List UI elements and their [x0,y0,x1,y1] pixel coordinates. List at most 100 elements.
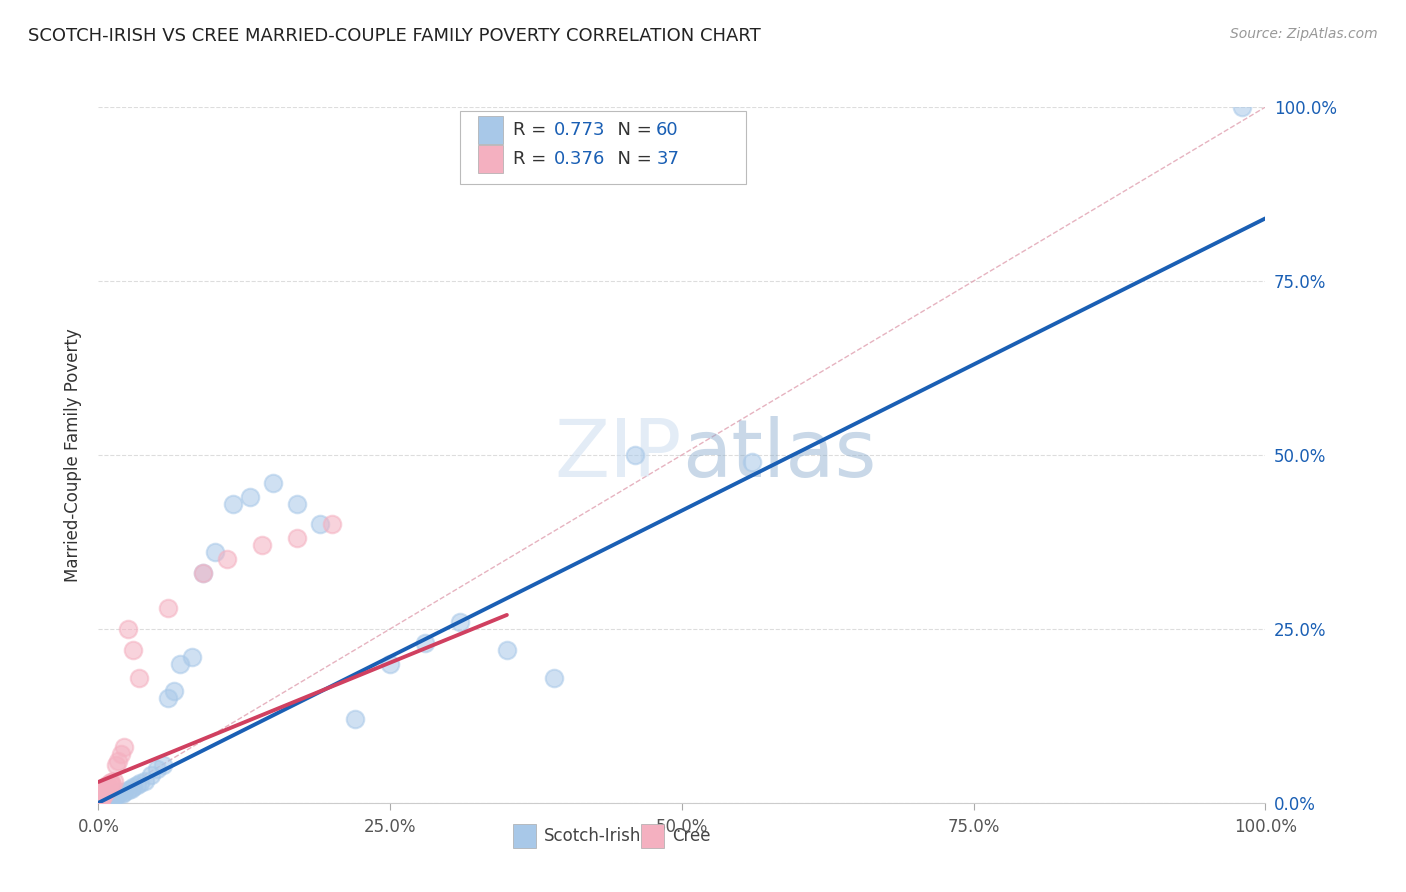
Point [96,791,118,805]
Point [100,789,122,804]
Point [128,671,150,685]
Point [98,776,121,790]
Point [110,747,132,761]
FancyBboxPatch shape [478,116,503,144]
Point [215,552,238,566]
Point [101,778,124,793]
Point [90,790,112,805]
Point [93,788,115,802]
Text: Source: ZipAtlas.com: Source: ZipAtlas.com [1230,27,1378,41]
Text: N =: N = [606,150,658,169]
Point [180,649,202,664]
Point [104,788,127,802]
Text: atlas: atlas [682,416,876,494]
Point [93,781,115,796]
Point [90,793,112,807]
Point [93,794,115,808]
Point [103,789,125,803]
Point [91,794,114,808]
Text: 37: 37 [657,150,679,169]
Point [90,793,112,807]
Point [97,790,120,805]
Point [221,497,243,511]
Point [89,794,111,808]
Point [107,788,129,802]
Text: N =: N = [606,121,658,139]
Text: R =: R = [513,121,551,139]
Point [624,448,647,462]
Point [122,780,145,795]
Point [96,783,118,797]
Point [107,754,129,768]
Point [94,780,117,795]
Point [104,757,127,772]
Point [262,475,284,490]
Text: Scotch-Irish: Scotch-Irish [544,827,641,846]
Text: ZIP: ZIP [554,416,682,494]
Point [250,538,273,552]
Point [309,517,332,532]
Point [108,785,131,799]
Point [285,497,308,511]
Point [449,615,471,629]
Point [163,684,186,698]
Point [204,545,226,559]
Point [98,789,121,803]
Point [91,789,114,803]
Point [344,712,367,726]
Y-axis label: Married-Couple Family Poverty: Married-Couple Family Poverty [65,328,83,582]
Text: SCOTCH-IRISH VS CREE MARRIED-COUPLE FAMILY POVERTY CORRELATION CHART: SCOTCH-IRISH VS CREE MARRIED-COUPLE FAMI… [28,27,761,45]
Text: 60: 60 [657,121,679,139]
Point [94,792,117,806]
Point [90,794,112,808]
Text: 0.376: 0.376 [554,150,605,169]
Point [125,778,148,793]
Text: Cree: Cree [672,827,711,846]
Point [122,642,145,657]
FancyBboxPatch shape [641,823,665,848]
Point [91,786,114,800]
Point [90,794,112,808]
Point [90,794,112,808]
Point [239,490,262,504]
Point [380,657,402,671]
Point [96,793,118,807]
Point [112,785,135,799]
Point [1230,100,1253,114]
Point [146,763,169,777]
Point [97,792,120,806]
Point [91,794,114,808]
Point [193,566,215,581]
Point [90,795,112,809]
Point [152,757,174,772]
Point [139,768,162,782]
Point [543,671,565,685]
FancyBboxPatch shape [478,145,503,173]
Point [90,789,112,803]
Point [93,791,115,805]
Point [285,532,308,546]
Point [741,455,763,469]
Point [157,601,180,615]
Point [105,787,128,801]
Point [117,783,139,797]
Point [91,783,114,797]
Point [94,785,117,799]
Point [111,787,134,801]
Point [169,657,191,671]
FancyBboxPatch shape [460,111,747,184]
Point [117,622,139,636]
Point [129,776,152,790]
Point [120,781,142,796]
Point [101,788,124,802]
Point [94,791,117,805]
Point [93,793,115,807]
Point [97,780,120,795]
Point [90,791,112,805]
Point [89,795,111,809]
Point [91,792,114,806]
Point [321,517,343,532]
Point [98,790,121,805]
Text: 0.773: 0.773 [554,121,605,139]
Point [100,775,122,789]
